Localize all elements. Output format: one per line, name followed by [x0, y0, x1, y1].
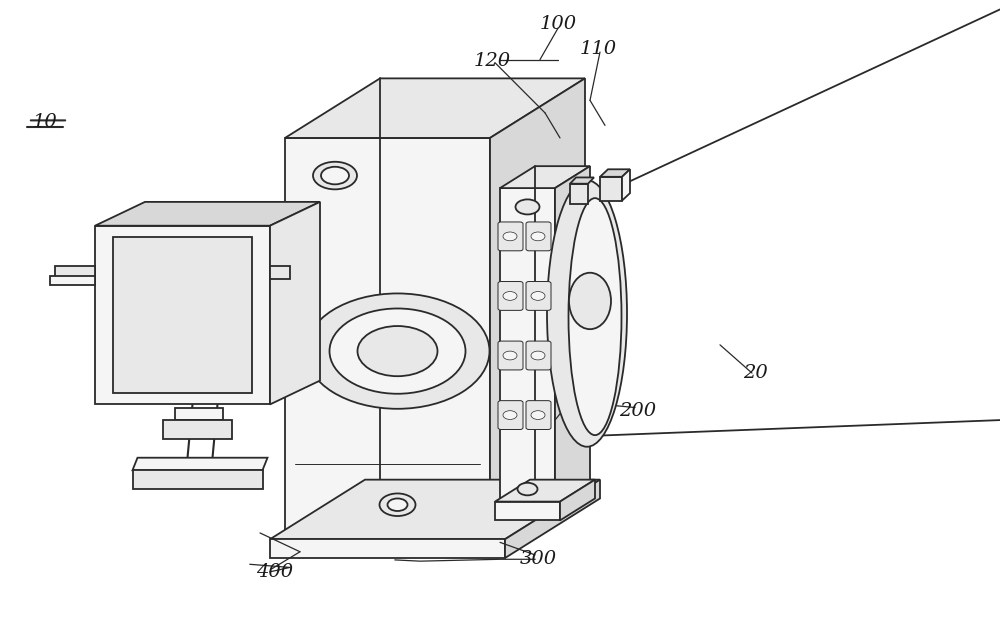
Polygon shape — [270, 202, 320, 404]
Polygon shape — [270, 266, 290, 279]
FancyBboxPatch shape — [498, 341, 523, 370]
Polygon shape — [500, 166, 590, 188]
Polygon shape — [175, 408, 222, 420]
Polygon shape — [162, 420, 232, 439]
Text: 10: 10 — [33, 113, 57, 131]
Polygon shape — [495, 502, 560, 520]
Ellipse shape — [568, 198, 622, 436]
Text: 400: 400 — [256, 563, 294, 581]
Text: 200: 200 — [619, 402, 657, 419]
Circle shape — [531, 351, 545, 360]
Polygon shape — [132, 470, 262, 489]
Circle shape — [516, 199, 540, 214]
Circle shape — [357, 326, 438, 376]
Polygon shape — [55, 266, 95, 279]
Polygon shape — [285, 138, 490, 539]
Polygon shape — [560, 480, 595, 520]
Polygon shape — [285, 78, 585, 138]
FancyBboxPatch shape — [526, 401, 551, 429]
Text: 100: 100 — [539, 15, 577, 33]
Text: 300: 300 — [519, 551, 557, 568]
Ellipse shape — [568, 198, 622, 435]
Polygon shape — [500, 188, 555, 502]
FancyBboxPatch shape — [526, 282, 551, 310]
Text: 20: 20 — [743, 364, 767, 382]
Polygon shape — [270, 539, 505, 558]
FancyBboxPatch shape — [526, 222, 551, 251]
Polygon shape — [570, 184, 588, 204]
FancyBboxPatch shape — [498, 401, 523, 429]
FancyBboxPatch shape — [526, 341, 551, 370]
Circle shape — [503, 411, 517, 419]
Circle shape — [531, 411, 545, 419]
Polygon shape — [490, 78, 585, 539]
FancyBboxPatch shape — [498, 282, 523, 310]
Polygon shape — [622, 169, 630, 201]
Polygon shape — [600, 177, 622, 201]
Circle shape — [503, 292, 517, 300]
Polygon shape — [270, 480, 600, 539]
Polygon shape — [505, 480, 600, 558]
Circle shape — [379, 493, 415, 516]
Circle shape — [329, 308, 465, 394]
Circle shape — [503, 232, 517, 241]
Circle shape — [531, 232, 545, 241]
Circle shape — [503, 351, 517, 360]
Circle shape — [387, 498, 408, 511]
Text: 110: 110 — [579, 40, 617, 58]
Polygon shape — [50, 276, 95, 285]
Polygon shape — [555, 166, 590, 502]
Circle shape — [518, 483, 538, 495]
Ellipse shape — [547, 181, 627, 446]
Polygon shape — [113, 237, 252, 393]
Circle shape — [313, 162, 357, 189]
Polygon shape — [132, 458, 268, 470]
Circle shape — [321, 167, 349, 184]
Polygon shape — [95, 226, 270, 404]
FancyBboxPatch shape — [498, 222, 523, 251]
Polygon shape — [570, 177, 594, 184]
Circle shape — [531, 292, 545, 300]
Polygon shape — [600, 169, 630, 177]
Text: 120: 120 — [473, 53, 511, 70]
Circle shape — [305, 293, 489, 409]
Polygon shape — [495, 480, 595, 502]
Polygon shape — [95, 202, 320, 226]
Ellipse shape — [569, 273, 611, 329]
